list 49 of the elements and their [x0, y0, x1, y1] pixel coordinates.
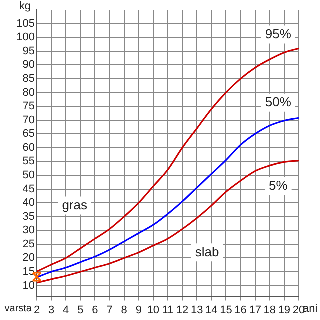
x-tick-label: 10	[147, 304, 160, 316]
x-tick-label: 4	[63, 304, 70, 316]
x-tick-label: 7	[106, 304, 113, 316]
y-tick-label: 90	[22, 59, 35, 72]
x-tick-label: 6	[92, 304, 98, 316]
x-tick-label: 13	[190, 304, 204, 316]
y-tick-label: 95	[22, 45, 35, 58]
series-label: 5%	[269, 178, 288, 193]
x-axis-title: varsta	[4, 304, 32, 315]
x-tick-label: 20	[292, 304, 306, 316]
x-tick-label: 5	[78, 304, 84, 316]
x-tick-label: 17	[249, 304, 262, 316]
x-tick-label: 16	[234, 304, 247, 316]
y-tick-label: 20	[22, 252, 35, 264]
annotation: slab	[195, 244, 220, 260]
y-tick-label: 45	[22, 183, 35, 196]
y-tick-label: 10	[22, 280, 35, 292]
x-tick-label: 8	[121, 304, 128, 316]
text: ani	[303, 302, 318, 315]
x-tick-label: 14	[206, 304, 218, 316]
annotation: gras	[62, 197, 88, 212]
y-tick-label: 70	[22, 114, 35, 126]
y-tick-label: 80	[22, 86, 35, 99]
x-tick-label: 3	[48, 304, 55, 316]
x-tick-label: 18	[264, 304, 276, 316]
x-tick-label: 19	[278, 304, 291, 316]
y-tick-label: 105	[16, 18, 35, 30]
x-tick-label: 12	[176, 304, 189, 316]
x-tick-label: 9	[136, 304, 142, 316]
series-label: 95%	[265, 26, 292, 42]
x-tick-label: 11	[162, 304, 174, 316]
x-tick-label: 15	[220, 304, 232, 316]
line-series	[37, 48, 299, 273]
x-tick-label: 2	[34, 304, 40, 316]
line-series	[37, 117, 299, 278]
y-tick-label: 35	[22, 210, 35, 223]
y-tick-label: 25	[22, 238, 35, 250]
line-series	[37, 160, 299, 284]
y-tick-label: 30	[22, 224, 35, 237]
y-tick-label: 100	[16, 32, 35, 44]
y-tick-label: 60	[22, 142, 35, 154]
y-tick-label: 55	[22, 156, 35, 168]
series-label: 50%	[265, 94, 292, 110]
y-axis-title: kg	[19, 0, 31, 13]
y-tick-label: 85	[22, 72, 35, 85]
y-tick-label: 75	[22, 100, 35, 113]
y-tick-label: 50	[22, 169, 35, 182]
y-tick-label: 65	[22, 128, 35, 140]
y-tick-label: 40	[22, 197, 35, 210]
